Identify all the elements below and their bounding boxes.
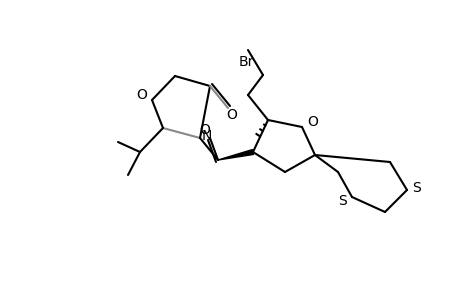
Text: O: O xyxy=(199,123,210,137)
Text: S: S xyxy=(412,181,420,195)
Text: N: N xyxy=(202,129,212,143)
Text: O: O xyxy=(136,88,147,102)
Text: O: O xyxy=(226,108,237,122)
Text: S: S xyxy=(338,194,347,208)
Polygon shape xyxy=(218,150,253,160)
Text: Br: Br xyxy=(238,55,253,69)
Text: O: O xyxy=(307,115,318,129)
